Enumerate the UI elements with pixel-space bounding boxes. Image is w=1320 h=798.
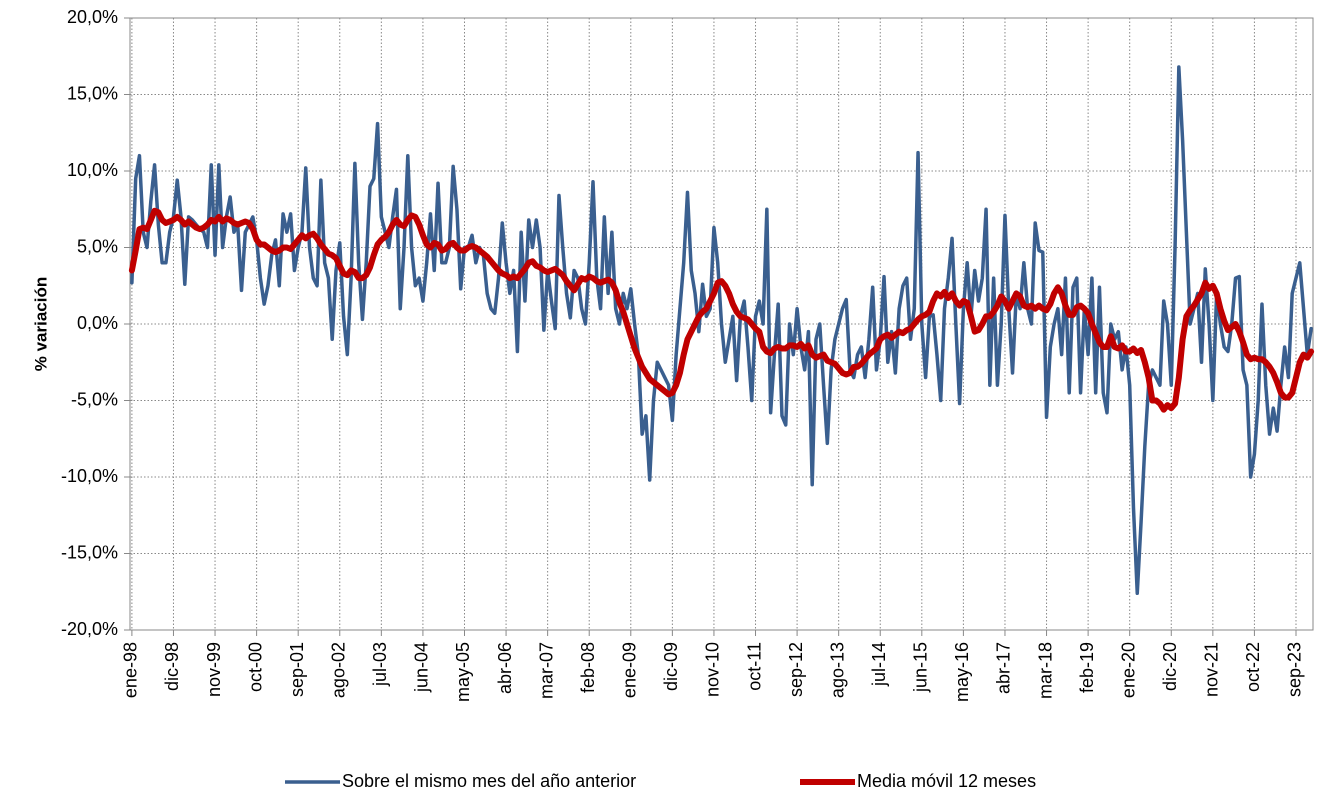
x-tick-label: sep-01	[287, 642, 307, 697]
x-tick-label: may-16	[952, 642, 972, 702]
x-tick-label: ene-09	[620, 642, 640, 698]
y-axis-label: % variación	[31, 277, 50, 372]
x-tick-label: jun-04	[412, 642, 432, 693]
x-tick-label: jul-03	[370, 642, 390, 687]
x-tick-label: feb-08	[578, 642, 598, 693]
x-tick-label: dic-09	[661, 642, 681, 691]
x-tick-label: abr-17	[994, 642, 1014, 694]
x-tick-label: ene-98	[121, 642, 141, 698]
x-tick-label: sep-12	[786, 642, 806, 697]
x-tick-label: dic-20	[1160, 642, 1180, 691]
y-tick-label: 0,0%	[77, 313, 118, 333]
x-tick-label: jun-15	[911, 642, 931, 693]
y-tick-label: 15,0%	[67, 83, 118, 103]
x-tick-label: dic-98	[162, 642, 182, 691]
y-tick-label: -15,0%	[61, 542, 118, 562]
x-tick-label: oct-11	[744, 642, 764, 691]
legend-label: Sobre el mismo mes del año anterior	[342, 771, 636, 791]
series-line	[128, 207, 1315, 413]
x-tick-label: mar-18	[1035, 642, 1055, 699]
x-tick-label: feb-19	[1077, 642, 1097, 693]
x-tick-label: ago-02	[329, 642, 349, 698]
x-tick-label: oct-00	[245, 642, 265, 692]
x-tick-label: may-05	[453, 642, 473, 702]
legend-label: Media móvil 12 meses	[857, 771, 1036, 791]
y-tick-label: -5,0%	[71, 389, 118, 409]
x-tick-label: nov-99	[204, 642, 224, 697]
x-tick-label: sep-23	[1285, 642, 1305, 697]
x-tick-label: abr-06	[495, 642, 515, 694]
x-tick-label: oct-22	[1243, 642, 1263, 692]
y-tick-label: -10,0%	[61, 466, 118, 486]
y-tick-label: 20,0%	[67, 7, 118, 27]
plot-border	[129, 17, 1314, 631]
x-tick-label: ago-13	[827, 642, 847, 698]
x-tick-label: nov-21	[1202, 642, 1222, 697]
x-tick-label: nov-10	[703, 642, 723, 697]
x-tick-label: mar-07	[536, 642, 556, 699]
y-tick-label: -20,0%	[61, 619, 118, 639]
y-tick-label: 10,0%	[67, 160, 118, 180]
y-tick-label: 5,0%	[77, 236, 118, 256]
x-tick-label: jul-14	[869, 642, 889, 687]
x-tick-label: ene-20	[1118, 642, 1138, 698]
